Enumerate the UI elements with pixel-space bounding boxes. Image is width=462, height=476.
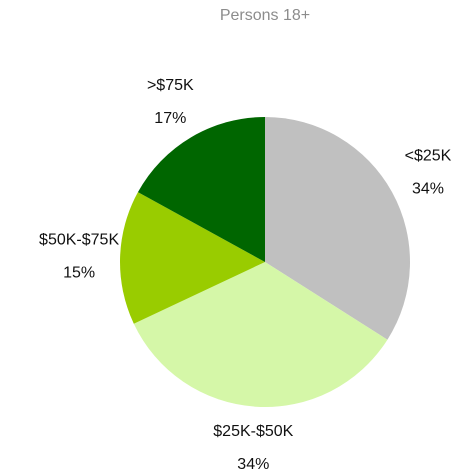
slice-label: <$25K	[405, 148, 452, 165]
slice-label: >$75K	[147, 77, 194, 94]
slice-label: $25K-$50K	[213, 423, 293, 440]
slice-value-label: 15%	[63, 264, 95, 281]
slice-label: $50K-$75K	[39, 231, 119, 248]
slice-value-label: 34%	[412, 181, 444, 198]
pie-slice	[120, 192, 265, 324]
pie-slice	[137, 117, 265, 262]
slice-value-label: 17%	[154, 110, 186, 127]
slice-value-label: 34%	[237, 456, 269, 473]
chart-title: Persons 18+	[220, 7, 310, 24]
pie-slice	[133, 262, 388, 407]
pie-slice	[265, 117, 410, 340]
